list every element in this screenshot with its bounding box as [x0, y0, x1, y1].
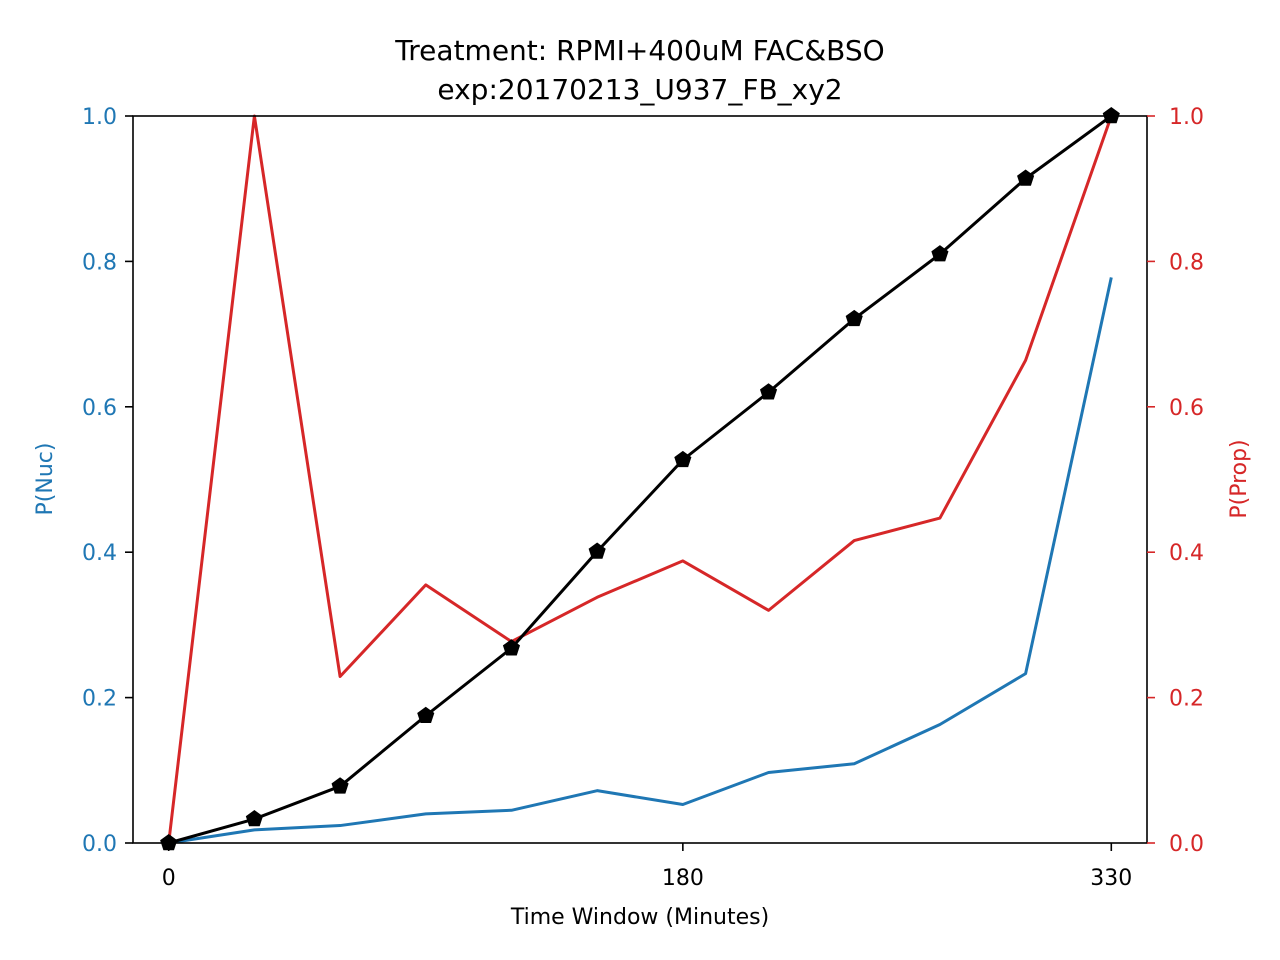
series-point-cumulative [759, 383, 778, 400]
series-point-cumulative [1102, 107, 1120, 124]
y-tick-label-right: 0.6 [1169, 396, 1204, 421]
y-tick-label-left: 1.0 [82, 105, 117, 130]
y-tick-label-left: 0.6 [82, 396, 117, 421]
y-axis-left: 0.0 0.2 0.4 0.6 0.8 1.0 [82, 105, 133, 857]
plot-frame [132, 115, 1148, 844]
series-line-p_prop [167, 114, 1113, 844]
y-tick-label-right: 0.8 [1169, 250, 1204, 275]
y-tick-label-left: 0.0 [82, 832, 117, 857]
series-line-p_nuc [168, 277, 1113, 845]
series-point-cumulative [674, 450, 692, 468]
y-tick-label-right: 0.0 [1169, 832, 1204, 857]
series-line-cumulative [168, 114, 1113, 845]
series-point-cumulative [588, 542, 606, 559]
y-tick-label-left: 0.8 [82, 250, 117, 275]
x-tick-label: 0 [162, 866, 176, 891]
series-point-cumulative [417, 706, 435, 724]
chart-subtitle: exp:20170213_U937_FB_xy2 [437, 73, 842, 106]
series-point-cumulative [845, 309, 863, 327]
series-point-cumulative [160, 834, 178, 851]
y-axis-right-label: P(Prop) [1227, 439, 1252, 518]
series-layer [167, 114, 1113, 845]
y-tick-label-right: 1.0 [1169, 105, 1204, 130]
series-point-cumulative [245, 810, 263, 827]
marker-layer [160, 107, 1120, 851]
x-axis: 0 180 330 [162, 843, 1132, 891]
y-tick-label-right: 0.2 [1169, 687, 1204, 712]
y-tick-label-left: 0.2 [82, 687, 117, 712]
x-tick-label: 330 [1090, 866, 1132, 891]
series-point-cumulative [1017, 169, 1035, 186]
chart-title: Treatment: RPMI+400uM FAC&BSO [394, 34, 884, 67]
y-tick-label-left: 0.4 [82, 541, 117, 566]
y-tick-label-right: 0.4 [1169, 541, 1204, 566]
series-point-cumulative [331, 777, 349, 794]
y-axis-left-label: P(Nuc) [33, 443, 58, 516]
y-axis-right: 0.0 0.2 0.4 0.6 0.8 1.0 [1147, 105, 1204, 857]
x-axis-label: Time Window (Minutes) [510, 905, 769, 930]
series-point-cumulative [931, 245, 949, 262]
x-tick-label: 180 [662, 866, 704, 891]
series-point-cumulative [502, 639, 521, 656]
